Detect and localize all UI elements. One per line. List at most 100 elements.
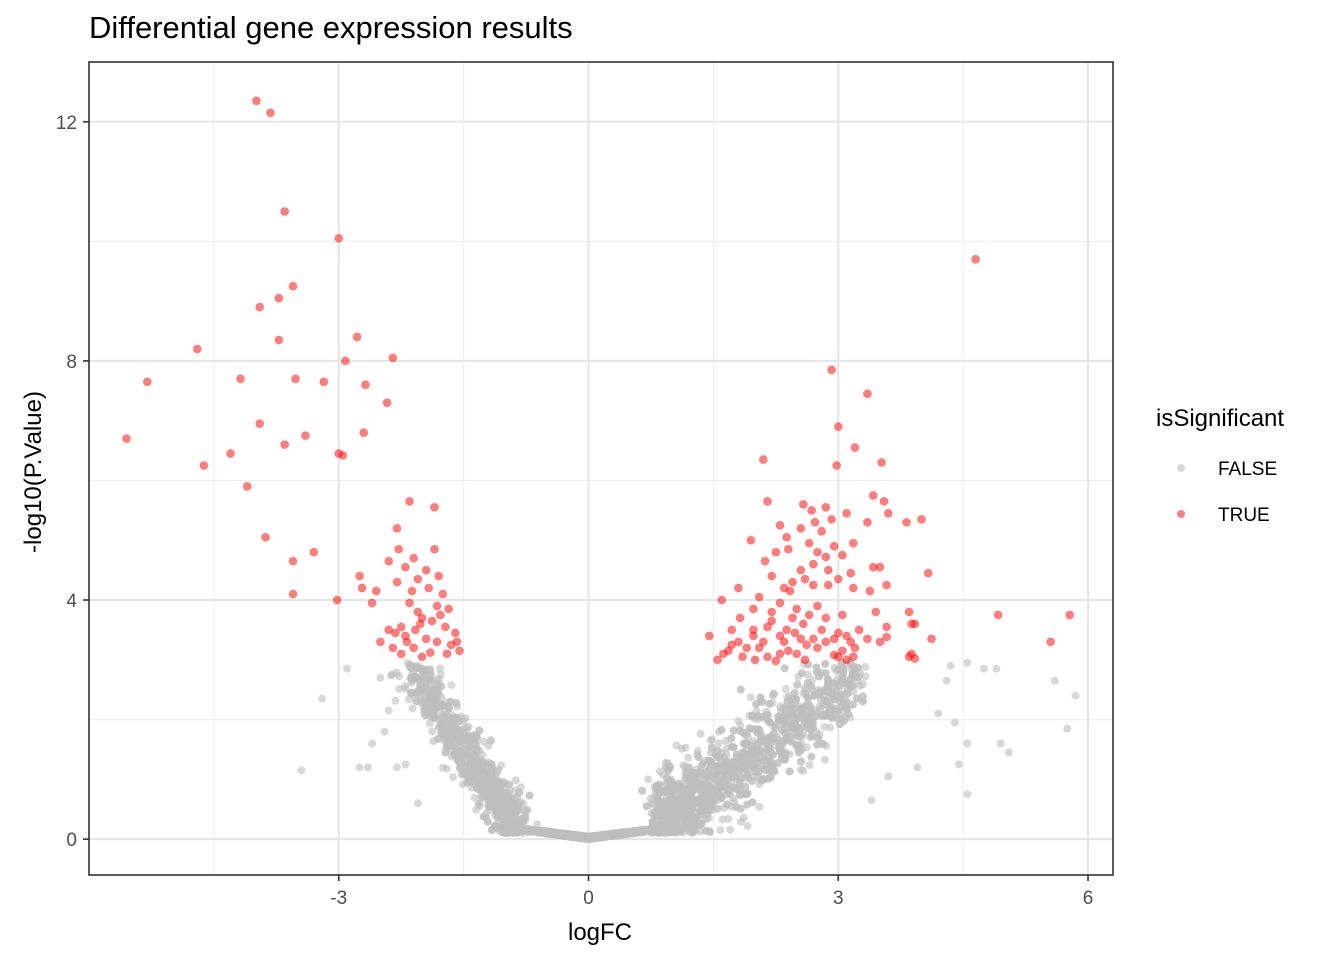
point-false [746,693,755,702]
point-false [488,767,497,776]
point-true [1046,637,1056,647]
point-true [868,562,878,572]
point-true [817,526,827,536]
point-true [429,502,439,512]
point-false [511,776,520,785]
point-false [861,672,870,681]
series-false [297,658,1080,844]
point-true [735,613,745,623]
legend-label-true: TRUE [1218,505,1270,526]
point-true [796,565,806,575]
point-false [487,773,496,782]
point-false [511,825,520,834]
point-true [733,583,743,593]
x-tick-label: 3 [833,888,844,909]
point-false [673,824,682,833]
point-false [783,697,792,706]
point-false [432,684,441,693]
point-false [1071,691,1080,700]
point-true [782,532,792,542]
point-false [530,826,539,835]
point-false [748,711,757,720]
point-true [265,108,275,118]
point-true [837,550,847,560]
point-false [861,662,870,671]
point-false [730,764,739,773]
point-true [409,643,419,653]
point-true [371,586,381,596]
point-true [192,344,202,354]
point-false [688,775,697,784]
point-false [776,746,785,755]
point-true [862,634,872,644]
point-false [707,743,716,752]
point-false [848,700,857,709]
point-false [769,750,778,759]
point-true [882,580,892,590]
point-true [442,649,452,659]
point-false [696,799,705,808]
point-true [758,455,768,465]
point-true [388,353,398,363]
y-tick-label: 12 [56,113,77,134]
point-false [472,731,481,740]
point-false [996,739,1005,748]
point-true [417,652,427,662]
point-false [796,765,805,774]
point-false [963,658,972,667]
point-false [758,697,767,706]
point-false [380,727,389,736]
point-false [406,689,415,698]
point-true [382,398,392,408]
point-true [758,637,768,647]
point-true [440,622,450,632]
x-axis-title: logFC [568,919,632,946]
point-true [236,374,246,384]
point-true [288,281,298,291]
point-false [629,827,638,836]
point-false [701,826,710,835]
point-true [862,389,872,399]
point-false [884,772,893,781]
point-false [655,825,664,834]
point-false [784,711,793,720]
point-true [429,544,439,554]
point-false [942,676,951,685]
point-true [384,625,394,635]
point-false [444,737,453,746]
point-false [766,757,775,766]
point-true [274,293,284,303]
point-false [934,709,943,718]
point-true [775,598,785,608]
point-true [413,574,423,584]
plot-background [89,62,1113,875]
point-false [735,791,744,800]
point-false [794,726,803,735]
point-true [402,637,412,647]
point-false [832,686,841,695]
point-true [396,622,406,632]
point-false [736,804,745,813]
point-false [755,747,764,756]
point-true [359,428,369,438]
point-true [763,652,773,662]
point-true [879,496,889,506]
point-false [363,763,372,772]
point-false [715,791,724,800]
point-true [260,532,270,542]
point-false [781,685,790,694]
point-false [721,781,730,790]
point-true [910,654,920,664]
point-true [796,523,806,533]
point-true [280,206,290,216]
point-true [290,374,300,384]
point-false [480,774,489,783]
point-true [199,461,209,471]
point-false [724,767,733,776]
point-false [449,773,458,782]
point-true [904,607,914,617]
point-true [392,577,402,587]
point-false [853,694,862,703]
point-false [395,685,404,694]
